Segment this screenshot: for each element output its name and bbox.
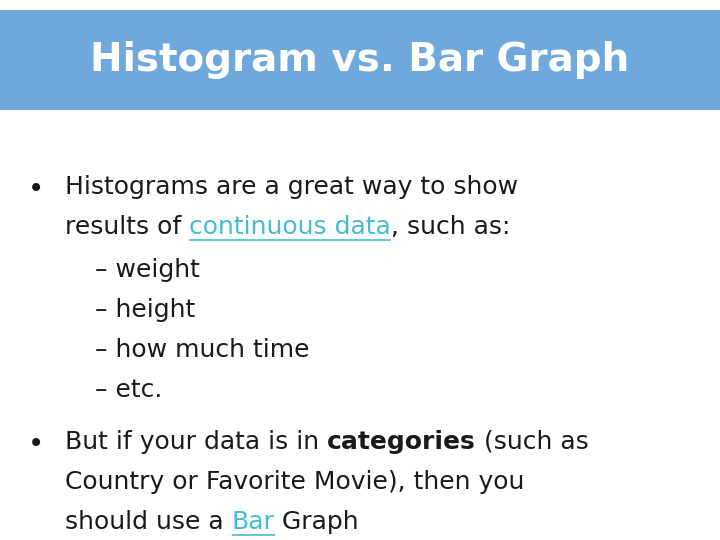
Text: (such as: (such as <box>476 430 589 454</box>
Text: continuous data: continuous data <box>189 215 391 239</box>
Text: Country or Favorite Movie), then you: Country or Favorite Movie), then you <box>65 470 524 494</box>
Text: – height: – height <box>95 298 195 322</box>
Text: But if your data is in: But if your data is in <box>65 430 327 454</box>
Text: Graph: Graph <box>274 510 359 534</box>
Text: , such as:: , such as: <box>391 215 510 239</box>
Text: – weight: – weight <box>95 258 200 282</box>
Text: results of: results of <box>65 215 189 239</box>
Text: •: • <box>28 430 44 458</box>
Text: Bar: Bar <box>232 510 274 534</box>
Text: Histogram vs. Bar Graph: Histogram vs. Bar Graph <box>91 41 629 79</box>
Text: – etc.: – etc. <box>95 378 163 402</box>
Text: Histograms are a great way to show: Histograms are a great way to show <box>65 175 518 199</box>
Text: – how much time: – how much time <box>95 338 310 362</box>
Text: should use a: should use a <box>65 510 232 534</box>
Text: categories: categories <box>327 430 476 454</box>
Text: •: • <box>28 175 44 203</box>
FancyBboxPatch shape <box>0 10 720 110</box>
